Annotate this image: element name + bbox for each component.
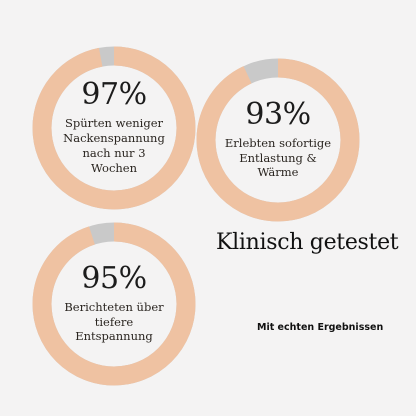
ring-description-2: Erlebten sofortige Entlastung & Wärme bbox=[224, 135, 332, 180]
ring-svg-3 bbox=[32, 222, 196, 386]
ring-value-arc-2 bbox=[196, 58, 360, 222]
ring-value-arc-1 bbox=[32, 46, 196, 210]
ring-chart-1: 97% Spürten weniger Nackenspannung nach … bbox=[30, 44, 198, 212]
ring-chart-3: 95% Berichteten über tiefere Entspannung bbox=[30, 220, 198, 388]
ring-center-2: 93% Erlebten sofortige Entlastung & Wärm… bbox=[194, 56, 362, 224]
ring-svg-2 bbox=[196, 58, 360, 222]
ring-value-arc-3 bbox=[32, 222, 196, 386]
ring-percent-3: 95% bbox=[81, 260, 147, 296]
ring-percent-2: 93% bbox=[245, 96, 311, 132]
headline: Klinisch getestet bbox=[216, 230, 399, 255]
ring-description-3: Berichteten über tiefere Entspannung bbox=[64, 299, 164, 344]
ring-chart-2: 93% Erlebten sofortige Entlastung & Wärm… bbox=[194, 56, 362, 224]
ring-svg-1 bbox=[32, 46, 196, 210]
ring-description-1: Spürten weniger Nackenspannung nach nur … bbox=[63, 116, 165, 175]
ring-center-1: 97% Spürten weniger Nackenspannung nach … bbox=[30, 44, 198, 212]
subline: Mit echten Ergebnissen bbox=[257, 322, 384, 333]
ring-percent-1: 97% bbox=[81, 77, 147, 113]
ring-center-3: 95% Berichteten über tiefere Entspannung bbox=[30, 220, 198, 388]
